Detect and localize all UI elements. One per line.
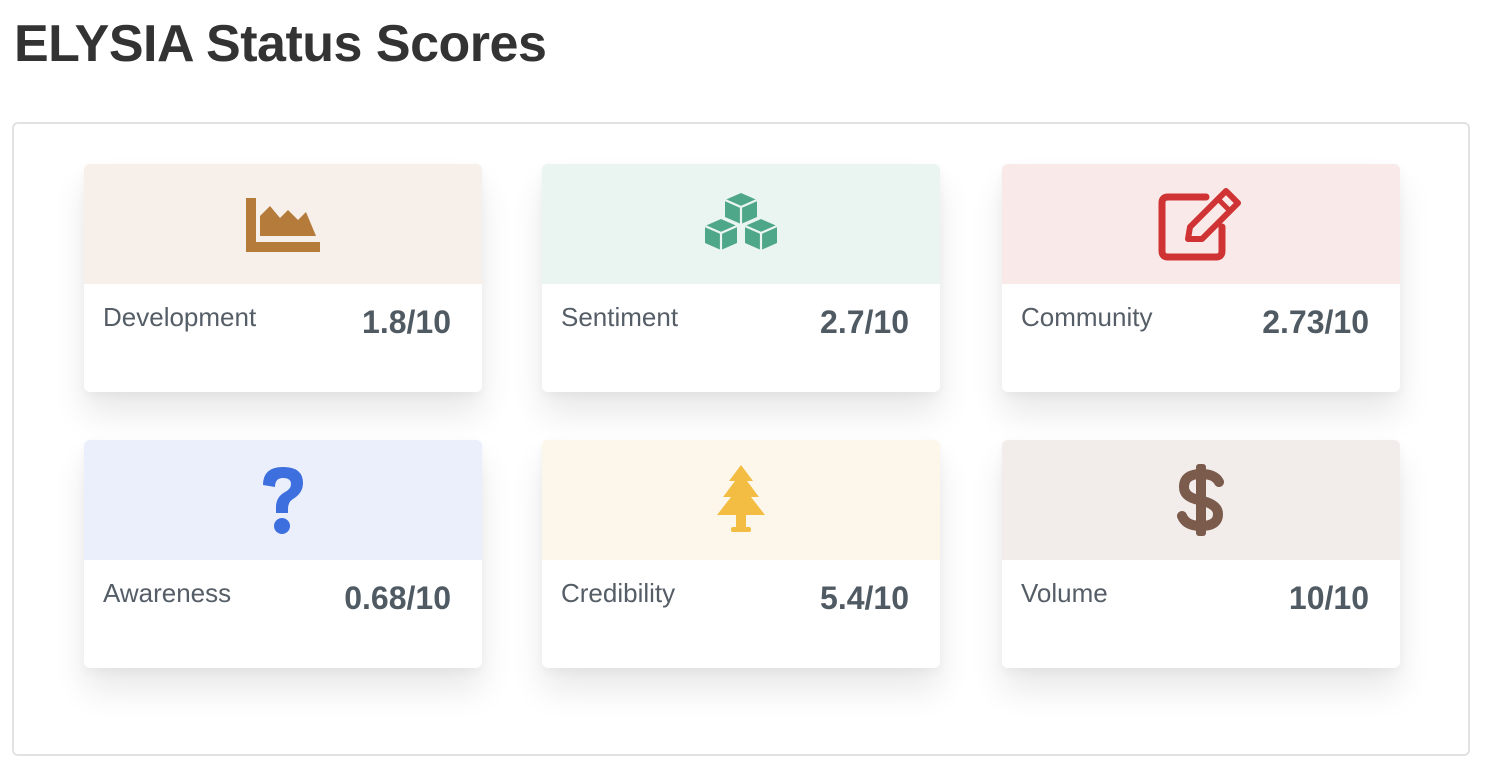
- card-score-value: 1.8/10: [362, 304, 451, 340]
- card-score-value: 2.73/10: [1262, 304, 1369, 340]
- card-icon-area: [84, 440, 482, 560]
- card-label: Sentiment: [561, 302, 679, 332]
- score-card-awareness: Awareness 0.68/10: [84, 440, 482, 668]
- card-icon-area: [1002, 440, 1400, 560]
- cubes-icon: [704, 193, 778, 250]
- card-icon-area: [542, 440, 940, 560]
- score-card-volume: Volume 10/10: [1002, 440, 1400, 668]
- card-icon-area: [84, 164, 482, 284]
- tree-icon: [717, 465, 765, 532]
- score-card-development: Development 1.8/10: [84, 164, 482, 392]
- score-card-credibility: Credibility 5.4/10: [542, 440, 940, 668]
- card-score-value: 10/10: [1288, 580, 1369, 616]
- card-label: Awareness: [103, 578, 232, 608]
- card-label: Credibility: [561, 578, 676, 608]
- score-card-community: Community 2.73/10: [1002, 164, 1400, 392]
- area-chart-icon: [246, 198, 320, 252]
- card-label: Community: [1021, 302, 1153, 332]
- edit-icon: [1158, 188, 1241, 261]
- card-icon-area: [542, 164, 940, 284]
- card-score-value: 0.68/10: [344, 580, 451, 616]
- dollar-icon: [1177, 464, 1224, 536]
- card-score-value: 2.7/10: [820, 304, 909, 340]
- page-title: ELYSIA Status Scores: [14, 15, 547, 73]
- status-scores-panel: Development 1.8/10 Sentiment 2.7/10: [12, 122, 1470, 756]
- card-score-value: 5.4/10: [820, 580, 909, 616]
- question-icon: [263, 467, 303, 534]
- card-label: Volume: [1021, 578, 1108, 608]
- card-icon-area: [1002, 164, 1400, 284]
- card-label: Development: [103, 302, 257, 332]
- score-card-sentiment: Sentiment 2.7/10: [542, 164, 940, 392]
